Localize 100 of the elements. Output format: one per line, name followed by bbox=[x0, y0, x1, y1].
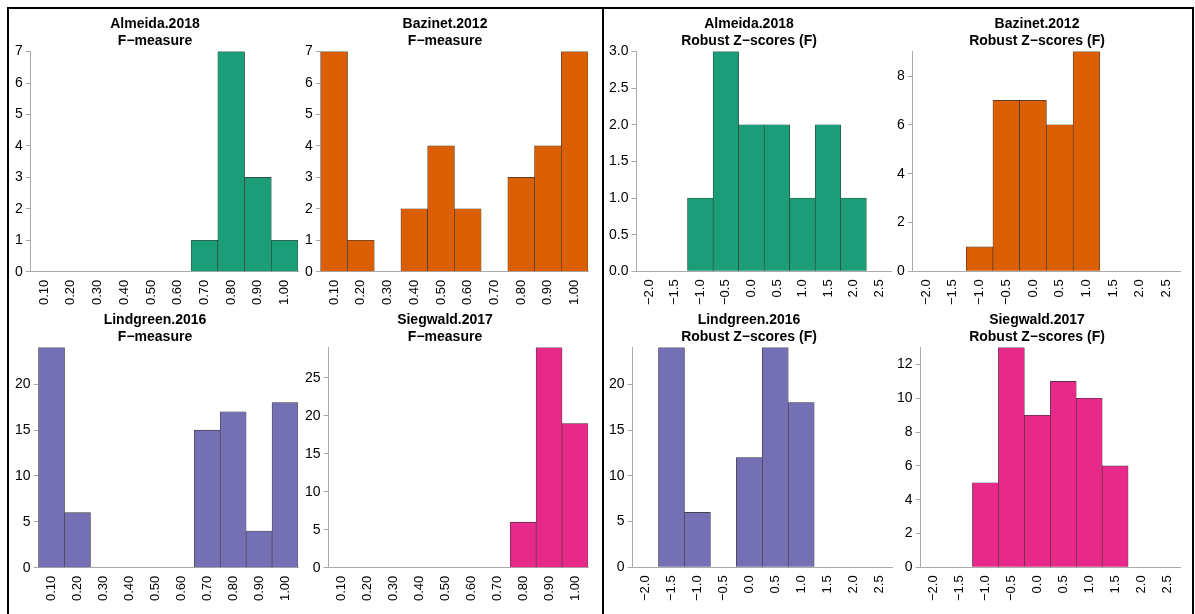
chart-subtitle: F−measure bbox=[117, 328, 193, 345]
y-tick-label: 3 bbox=[14, 168, 23, 185]
x-tick-label: 0.10 bbox=[325, 279, 341, 306]
y-tick-label: 10 bbox=[14, 466, 31, 483]
x-tick-label: 0.10 bbox=[35, 279, 51, 306]
x-tick-label: 0.40 bbox=[115, 279, 131, 306]
y-tick-label: 5 bbox=[22, 512, 31, 529]
x-tick-label: 0.20 bbox=[62, 279, 78, 306]
x-tick-label: 0.80 bbox=[222, 279, 238, 306]
x-tick-label: 0.80 bbox=[514, 575, 530, 602]
x-tick-label: 1.5 bbox=[1106, 575, 1122, 594]
y-tick-label: 6 bbox=[14, 73, 23, 90]
x-tick-label: 0.60 bbox=[169, 279, 185, 306]
y-tick-label: 2 bbox=[14, 199, 23, 216]
x-tick-label: −1.0 bbox=[689, 575, 705, 602]
y-tick-label: 2 bbox=[304, 199, 313, 216]
x-tick-label: 1.00 bbox=[566, 575, 582, 602]
y-tick-label: 0 bbox=[22, 558, 31, 575]
x-tick-label: 0.40 bbox=[120, 575, 136, 602]
x-tick-label: −1.0 bbox=[691, 279, 707, 306]
y-tick-label: 4 bbox=[304, 136, 313, 153]
x-tick-label: 0.40 bbox=[410, 575, 426, 602]
x-tick-label: 2.5 bbox=[870, 575, 886, 594]
y-tick-label: 2 bbox=[904, 524, 913, 541]
y-tick-label: 1 bbox=[14, 231, 23, 248]
y-tick-label: 5 bbox=[616, 512, 625, 529]
x-tick-label: −0.5 bbox=[1002, 575, 1018, 602]
chart-title: Siegwald.2017 bbox=[989, 311, 1086, 328]
y-tick-label: 1.0 bbox=[608, 188, 629, 205]
x-tick-label: 0.40 bbox=[405, 279, 421, 306]
x-tick-label: 0.80 bbox=[224, 575, 240, 602]
y-tick-label: 3 bbox=[304, 168, 313, 185]
y-tick-label: 0 bbox=[304, 262, 313, 279]
x-tick-label: 0.50 bbox=[432, 279, 448, 306]
x-tick-label: 1.00 bbox=[566, 279, 582, 306]
x-tick-label: 1.5 bbox=[1104, 279, 1120, 298]
chart-subtitle: Robust Z−scores (F) bbox=[681, 32, 817, 49]
x-tick-label: 0.5 bbox=[1054, 575, 1070, 594]
y-tick-label: 15 bbox=[304, 444, 321, 461]
x-tick-label: 0.5 bbox=[1051, 279, 1067, 298]
chart-title: Almeida.2018 bbox=[704, 15, 794, 32]
y-tick-label: 20 bbox=[14, 375, 31, 392]
chart-title: Bazinet.2012 bbox=[402, 15, 488, 32]
x-tick-label: 1.0 bbox=[1078, 279, 1094, 298]
x-tick-label: 0.0 bbox=[1028, 575, 1044, 594]
y-tick-label: 12 bbox=[896, 355, 913, 372]
y-tick-label: 0 bbox=[904, 558, 913, 575]
y-tick-label: 0.5 bbox=[608, 225, 629, 242]
chart-subtitle: Robust Z−scores (F) bbox=[969, 32, 1105, 49]
chart-subtitle: F−measure bbox=[407, 32, 483, 49]
x-tick-label: 2.5 bbox=[1158, 279, 1174, 298]
x-tick-label: −1.5 bbox=[666, 279, 682, 306]
x-tick-label: 0.20 bbox=[69, 575, 85, 602]
y-tick-label: 20 bbox=[608, 375, 625, 392]
x-tick-label: 0.80 bbox=[512, 279, 528, 306]
chart-title: Lindgreen.2016 bbox=[103, 311, 207, 328]
y-tick-label: 6 bbox=[904, 456, 913, 473]
y-tick-label: 20 bbox=[304, 406, 321, 423]
x-tick-label: 0.30 bbox=[95, 575, 111, 602]
x-tick-label: 2.0 bbox=[1131, 279, 1147, 298]
x-tick-label: 0.90 bbox=[250, 575, 266, 602]
y-tick-label: 5 bbox=[14, 105, 23, 122]
x-tick-label: 0.90 bbox=[539, 279, 555, 306]
chart-subtitle: F−measure bbox=[407, 328, 483, 345]
x-tick-label: 2.5 bbox=[1158, 575, 1174, 594]
x-tick-label: −2.0 bbox=[917, 279, 933, 306]
x-tick-label: 0.30 bbox=[379, 279, 395, 306]
y-tick-label: 1 bbox=[304, 231, 313, 248]
y-tick-label: 2.5 bbox=[608, 79, 629, 96]
x-tick-label: 2.5 bbox=[870, 279, 886, 298]
y-tick-label: 10 bbox=[896, 389, 913, 406]
x-tick-label: 2.0 bbox=[1132, 575, 1148, 594]
y-tick-label: 4 bbox=[896, 164, 905, 181]
y-tick-label: 2.0 bbox=[608, 115, 629, 132]
x-tick-label: −2.0 bbox=[925, 575, 941, 602]
y-tick-label: 6 bbox=[304, 73, 313, 90]
y-tick-label: 4 bbox=[14, 136, 23, 153]
x-tick-label: 1.0 bbox=[794, 279, 810, 298]
x-tick-label: −1.0 bbox=[977, 575, 993, 602]
y-tick-label: 5 bbox=[304, 105, 313, 122]
chart-title: Almeida.2018 bbox=[110, 15, 200, 32]
y-tick-label: 7 bbox=[304, 42, 313, 59]
x-tick-label: 0.0 bbox=[1024, 279, 1040, 298]
chart-subtitle: Robust Z−scores (F) bbox=[969, 328, 1105, 345]
x-tick-label: 0.90 bbox=[249, 279, 265, 306]
x-tick-label: −2.0 bbox=[640, 279, 656, 306]
x-tick-label: 0.10 bbox=[333, 575, 349, 602]
y-tick-label: 4 bbox=[904, 490, 913, 507]
chart-subtitle: F−measure bbox=[117, 32, 193, 49]
x-tick-label: −2.0 bbox=[637, 575, 653, 602]
x-tick-label: 0.10 bbox=[43, 575, 59, 602]
chart-title: Siegwald.2017 bbox=[397, 311, 494, 328]
y-tick-label: 25 bbox=[304, 368, 321, 385]
x-tick-label: −0.5 bbox=[714, 575, 730, 602]
y-tick-label: 8 bbox=[896, 66, 905, 83]
x-tick-label: 0.70 bbox=[488, 575, 504, 602]
x-tick-label: 0.20 bbox=[352, 279, 368, 306]
y-tick-label: 7 bbox=[14, 42, 23, 59]
x-tick-label: −1.5 bbox=[951, 575, 967, 602]
x-tick-label: 0.30 bbox=[385, 575, 401, 602]
